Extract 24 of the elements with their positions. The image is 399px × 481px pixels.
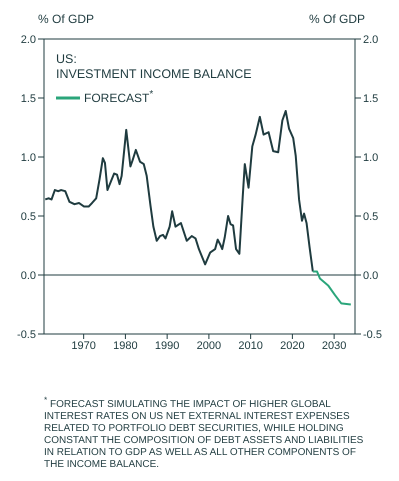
y-tick-label: 0.5: [20, 210, 36, 223]
y-tick-label: 1.5: [20, 92, 36, 105]
y2-axis-title: % Of GDP: [308, 12, 365, 26]
y2-tick-label: 0.0: [363, 270, 378, 282]
y2-tick-label: -0.5: [363, 328, 382, 341]
x-tick-label: 1970: [71, 340, 96, 352]
y2-tick-label: 0.5: [363, 210, 378, 223]
y-tick-label: 1.0: [20, 152, 36, 164]
legend-label: FORECAST$^{*}$: [84, 89, 154, 106]
x-tick-label: 1980: [113, 340, 138, 352]
y-axis-title: % Of GDP: [38, 12, 94, 26]
text: $^{*}$ FORECAST SIMULATING THE IMPACT OF HIGHER GLOBAL INTEREST RATES ON US NET EXTERNAL INTEREST EXPENSES RELATED TO PORTFOLIO DEBT SECURITIES, WHILE HOLDING CONSTANT THE COMPOSITION OF DEBT ASSETS AND LIABILITIES IN RELATION TO GDP AS WELL AS ALL OTHER COMPONENTS OF THE INCOME BALANCE.: [44, 395, 364, 470]
y-tick-label: 0.0: [20, 270, 36, 282]
x-tick-label: 2030: [322, 340, 346, 352]
text: US: INVESTMENT INCOME BALANCE: [56, 52, 252, 82]
x-tick-label: 2020: [280, 340, 305, 352]
y-tick-label: 2.0: [20, 34, 36, 46]
y2-tick-label: 2.0: [363, 34, 378, 46]
y-tick-label: -0.5: [17, 328, 36, 341]
y2-tick-label: 1.0: [363, 152, 378, 164]
y2-tick-label: 1.5: [363, 92, 378, 105]
x-tick-label: 2010: [238, 340, 263, 352]
x-tick-label: 2000: [196, 340, 222, 352]
x-tick-label: 1990: [154, 340, 180, 352]
